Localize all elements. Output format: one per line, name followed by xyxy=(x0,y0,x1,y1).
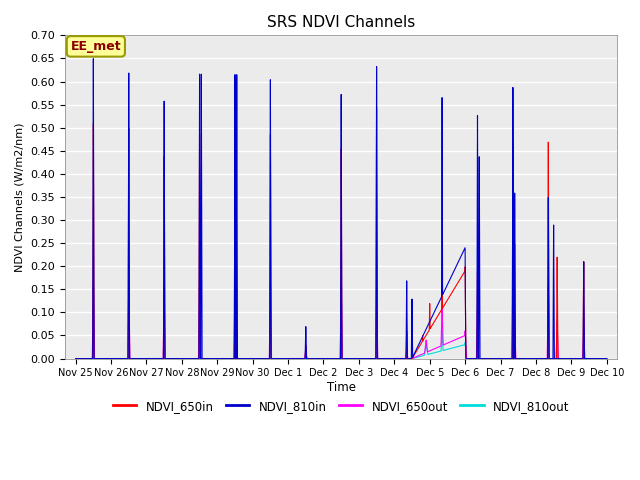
NDVI_810in xyxy=(603,356,611,361)
NDVI_650out xyxy=(532,356,540,361)
Legend: NDVI_650in, NDVI_810in, NDVI_650out, NDVI_810out: NDVI_650in, NDVI_810in, NDVI_650out, NDV… xyxy=(108,395,574,417)
NDVI_810out xyxy=(603,356,611,361)
NDVI_810in xyxy=(532,356,540,361)
NDVI_650out xyxy=(130,356,138,361)
NDVI_650out xyxy=(72,356,79,361)
NDVI_810in xyxy=(72,356,79,361)
X-axis label: Time: Time xyxy=(326,381,356,394)
NDVI_810in xyxy=(89,356,97,361)
NDVI_810in xyxy=(188,356,196,361)
NDVI_650out xyxy=(353,356,360,361)
NDVI_650out xyxy=(199,356,207,361)
NDVI_810in xyxy=(353,356,360,361)
Y-axis label: NDVI Channels (W/m2/nm): NDVI Channels (W/m2/nm) xyxy=(15,122,25,272)
NDVI_650in xyxy=(72,356,79,361)
NDVI_650in xyxy=(353,356,360,361)
Text: EE_met: EE_met xyxy=(70,40,121,53)
NDVI_810out xyxy=(532,356,540,361)
Line: NDVI_650out: NDVI_650out xyxy=(76,276,607,359)
NDVI_650in xyxy=(199,356,207,361)
NDVI_810out xyxy=(188,356,196,361)
Line: NDVI_810out: NDVI_810out xyxy=(76,312,607,359)
NDVI_810in xyxy=(199,356,207,361)
NDVI_650out xyxy=(89,337,97,343)
NDVI_810in xyxy=(130,356,138,361)
NDVI_810out xyxy=(72,356,79,361)
NDVI_650in xyxy=(89,356,97,361)
Line: NDVI_810in: NDVI_810in xyxy=(76,59,607,359)
NDVI_810in xyxy=(90,56,97,61)
NDVI_810out xyxy=(199,356,207,361)
Title: SRS NDVI Channels: SRS NDVI Channels xyxy=(267,15,415,30)
NDVI_650out xyxy=(188,356,196,361)
NDVI_810out xyxy=(130,356,138,361)
NDVI_650out xyxy=(603,356,611,361)
NDVI_650out xyxy=(196,273,204,279)
NDVI_650in xyxy=(130,356,138,361)
NDVI_650in xyxy=(532,356,540,361)
NDVI_810out xyxy=(196,310,204,315)
NDVI_810out xyxy=(89,348,97,353)
NDVI_650in xyxy=(372,105,380,110)
NDVI_650in xyxy=(188,356,196,361)
Line: NDVI_650in: NDVI_650in xyxy=(76,108,607,359)
NDVI_650in xyxy=(603,356,611,361)
NDVI_810out xyxy=(353,356,360,361)
